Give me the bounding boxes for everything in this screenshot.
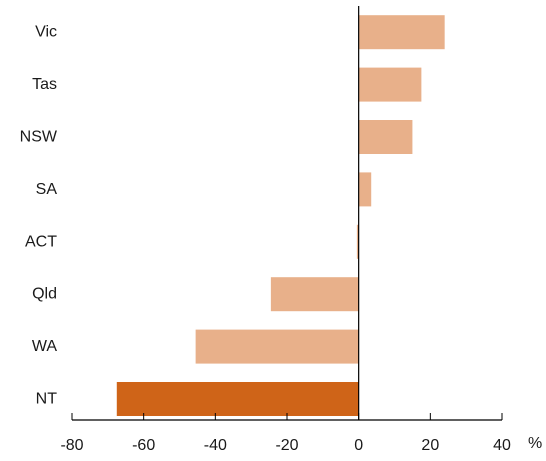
x-tick-label: 40: [493, 437, 511, 454]
x-tick-label: 0: [354, 437, 363, 454]
x-axis-ticks: [71, 413, 503, 420]
x-tick-label: -80: [60, 437, 83, 454]
bars-group: [116, 15, 445, 416]
bar-act: [356, 224, 359, 259]
x-axis-unit-label: %: [528, 435, 542, 452]
category-label-wa: WA: [32, 338, 58, 355]
bar-nt: [116, 382, 359, 416]
category-label-nt: NT: [36, 391, 58, 408]
bar-qld: [270, 277, 359, 312]
x-tick-label: -60: [132, 437, 155, 454]
category-labels: Vic Tas NSW SA ACT Qld WA NT: [20, 24, 58, 408]
category-label-sa: SA: [36, 181, 58, 198]
x-tick-label: -40: [204, 437, 227, 454]
category-label-qld: Qld: [32, 286, 57, 303]
x-tick-label: 20: [421, 437, 439, 454]
category-label-act: ACT: [25, 233, 57, 250]
x-tick-label: -20: [275, 437, 298, 454]
bar-tas: [358, 67, 422, 102]
category-label-tas: Tas: [32, 76, 57, 93]
category-label-nsw: NSW: [20, 129, 58, 146]
x-axis-tick-labels: -80 -60 -40 -20 0 20 40: [60, 437, 511, 454]
bar-wa: [195, 329, 359, 364]
bar-vic: [358, 15, 445, 50]
category-label-vic: Vic: [35, 24, 57, 41]
bar-sa: [358, 172, 372, 207]
bar-nsw: [358, 120, 413, 154]
